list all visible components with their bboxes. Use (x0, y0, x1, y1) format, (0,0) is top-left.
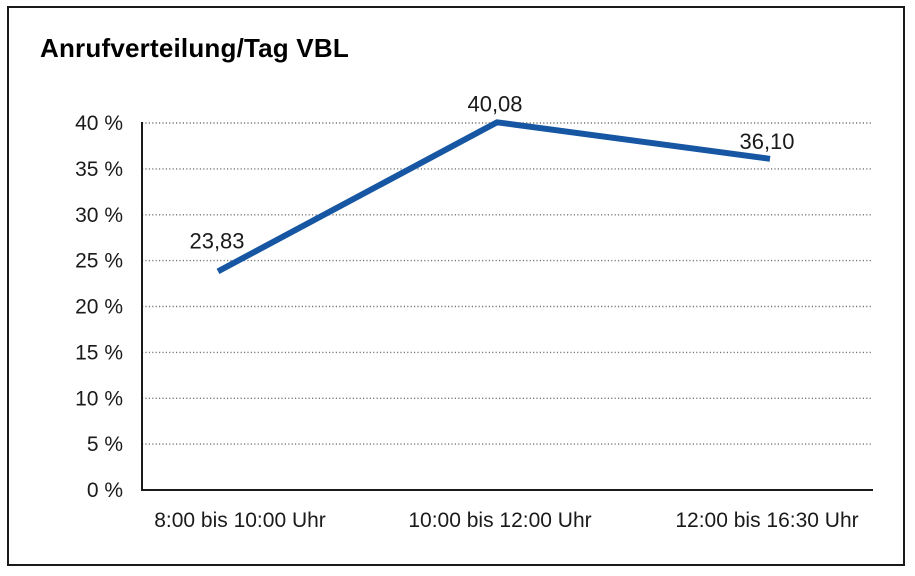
value-label: 23,83 (189, 228, 244, 253)
y-tick-label: 40 % (75, 112, 123, 135)
y-tick-label: 15 % (75, 341, 123, 364)
x-category-label: 10:00 bis 12:00 Uhr (408, 509, 591, 532)
value-label: 40,08 (467, 91, 522, 116)
y-tick-label: 0 % (87, 479, 123, 502)
x-category-label: 8:00 bis 10:00 Uhr (154, 509, 326, 532)
series-line (216, 119, 771, 275)
y-tick-label: 30 % (75, 204, 123, 227)
chart-title: Anrufverteilung/Tag VBL (40, 33, 349, 63)
y-tick-label: 35 % (75, 158, 123, 181)
x-category-label: 12:00 bis 16:30 Uhr (675, 509, 858, 532)
y-tick-label: 10 % (75, 387, 123, 410)
y-tick-label: 20 % (75, 296, 123, 319)
y-tick-label: 5 % (87, 433, 123, 456)
value-label: 36,10 (739, 129, 794, 154)
y-tick-label: 25 % (75, 250, 123, 273)
